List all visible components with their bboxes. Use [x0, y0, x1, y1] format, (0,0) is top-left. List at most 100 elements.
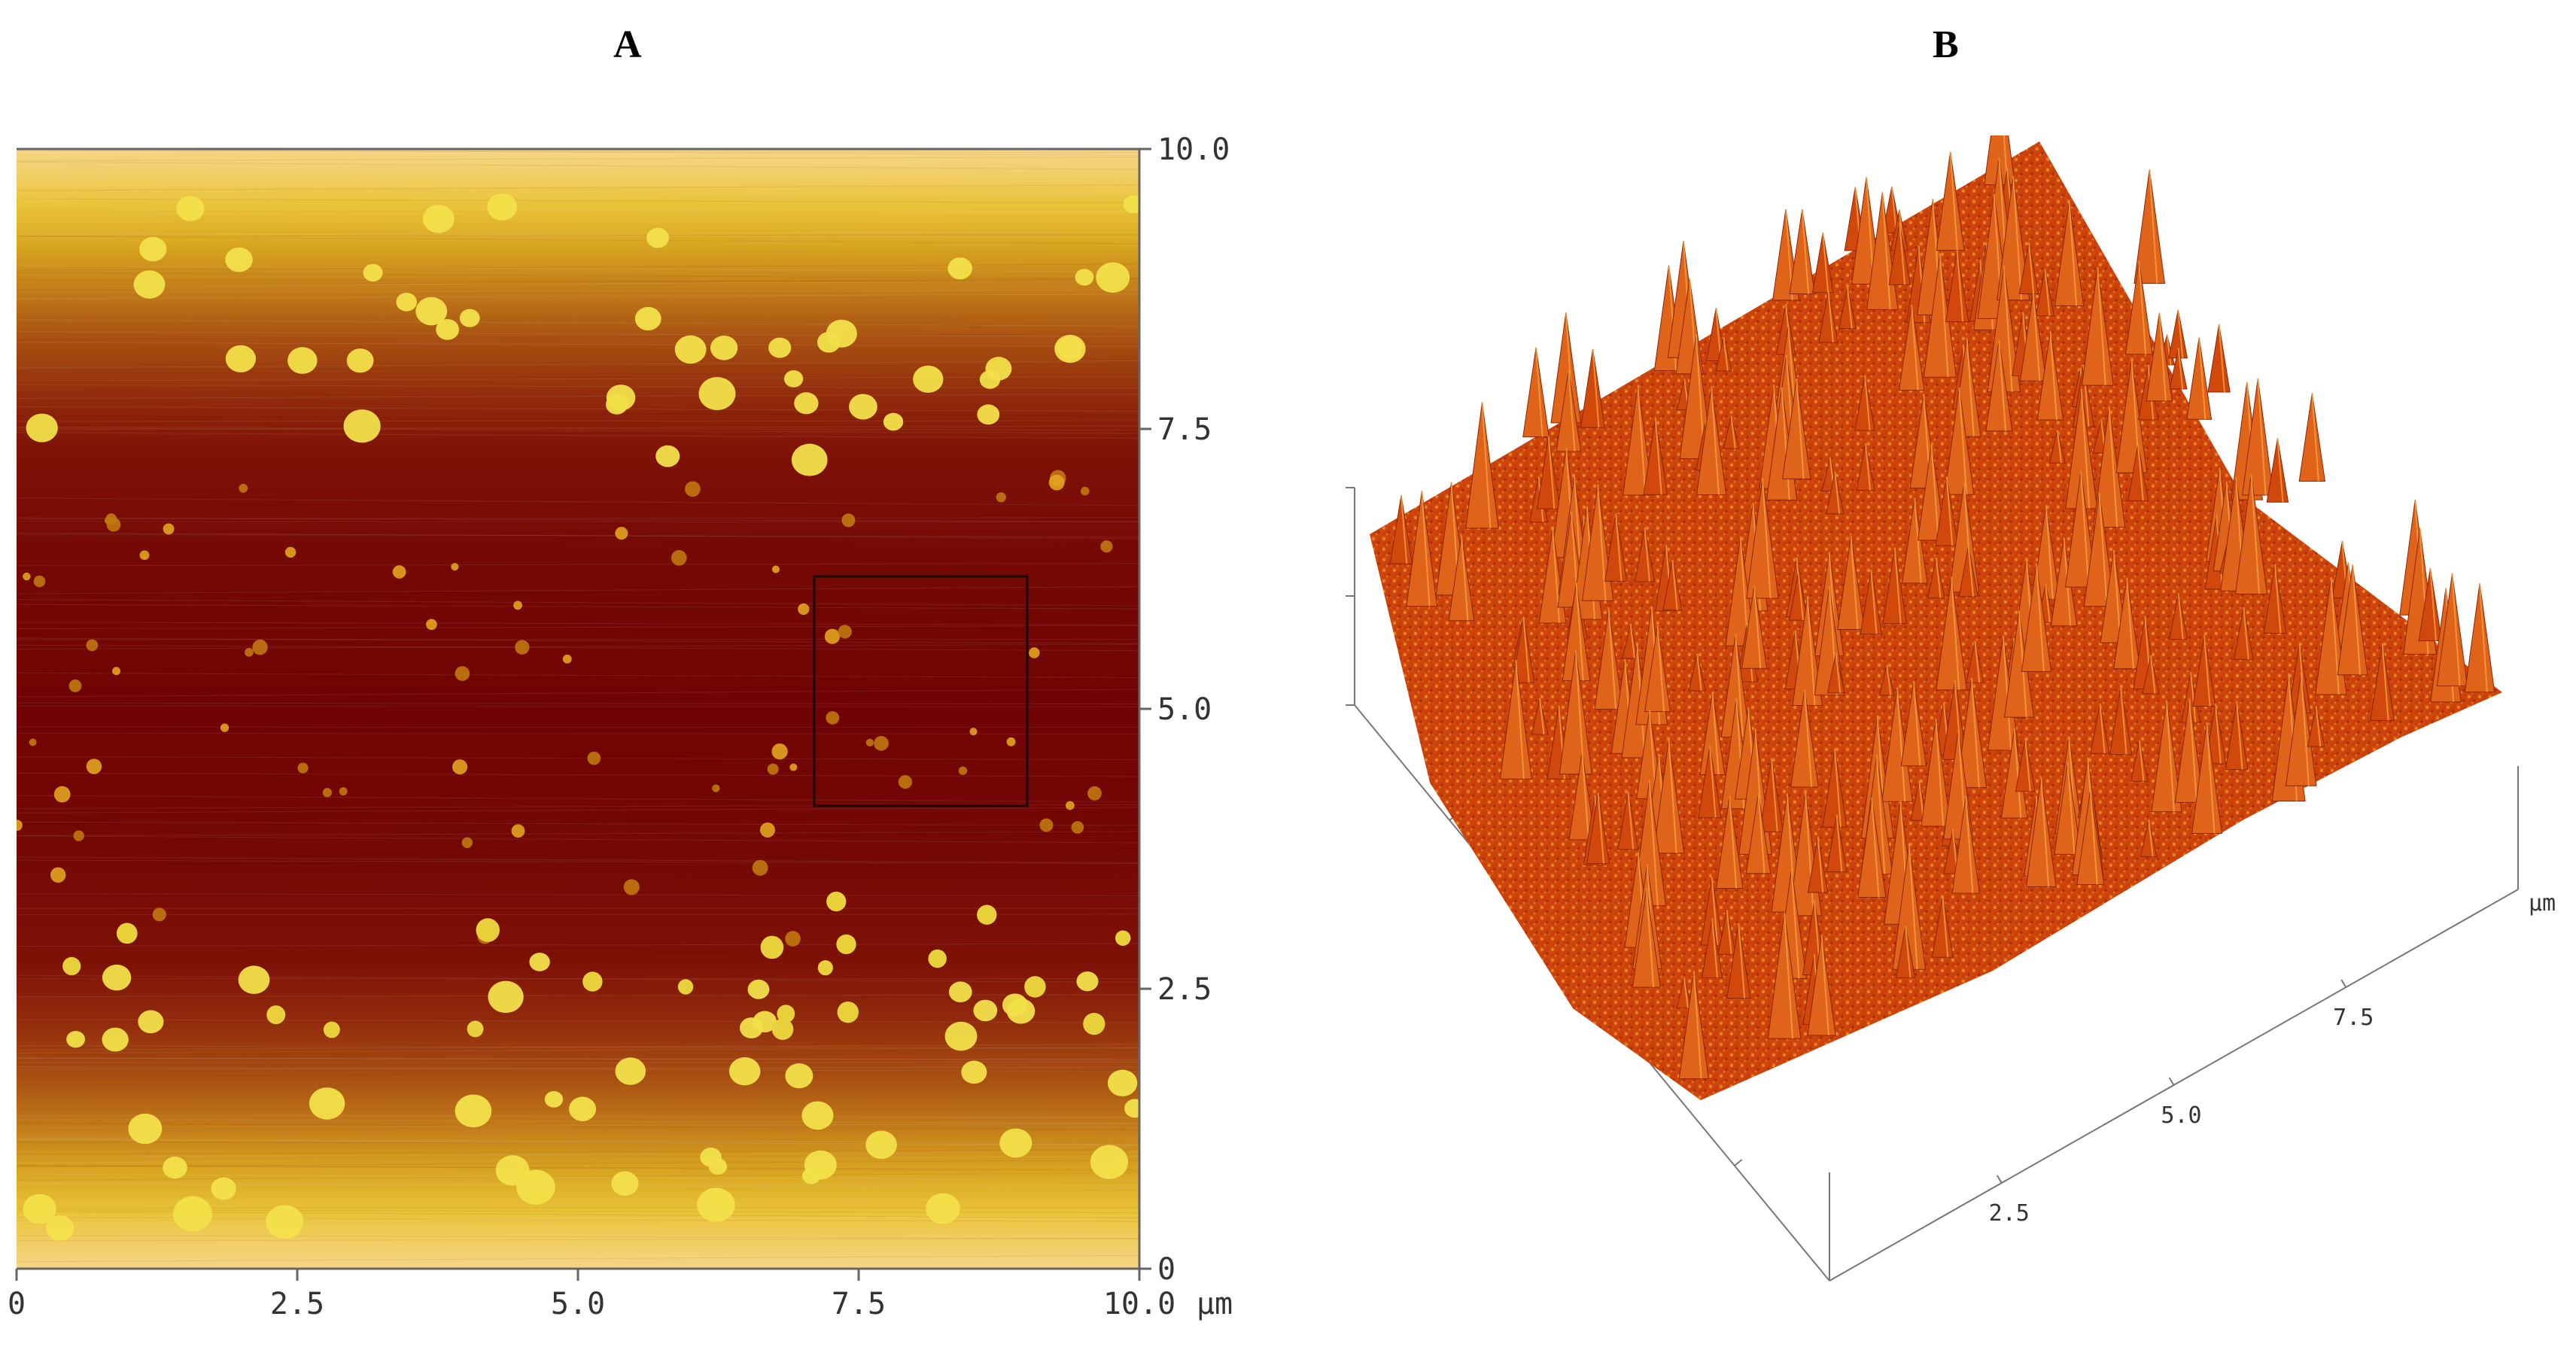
- particle: [339, 787, 348, 796]
- spike-highlight: [1656, 625, 1665, 712]
- particle: [606, 394, 628, 415]
- spike-highlight: [1400, 495, 1408, 564]
- particle: [102, 964, 132, 991]
- particle: [1096, 262, 1130, 293]
- y-tick-label: 2.5: [1157, 972, 1212, 1007]
- spike-highlight: [2198, 337, 2206, 420]
- spike-highlight: [1644, 527, 1650, 582]
- particle: [46, 1215, 75, 1241]
- spike-highlight: [2429, 568, 2437, 641]
- spike-highlight: [2080, 470, 2090, 588]
- surface-spike: [1792, 596, 1823, 706]
- surface-spike: [2418, 568, 2443, 642]
- spike-highlight: [2097, 266, 2106, 386]
- particle: [220, 723, 230, 732]
- particle: [495, 1155, 530, 1186]
- surface-spike: [2036, 330, 2064, 421]
- surface-spike: [1956, 677, 1988, 789]
- surface-spike: [2225, 701, 2249, 771]
- spike-highlight: [1781, 388, 1790, 500]
- particle: [50, 867, 66, 883]
- surface-spike: [1745, 793, 1772, 874]
- particle: [947, 257, 972, 280]
- spike-highlight: [1629, 623, 1635, 659]
- spike-highlight: [2045, 584, 2051, 623]
- spike-highlight: [1951, 576, 1960, 690]
- surface-spike: [1701, 918, 1723, 979]
- particle: [1054, 334, 1086, 363]
- spike-highlight: [1890, 186, 1897, 233]
- spike-highlight: [1847, 287, 1853, 329]
- surface-spike: [1826, 471, 1845, 515]
- surface-spike: [1586, 792, 1610, 865]
- x-unit-label: μm: [1197, 1287, 1233, 1321]
- particle: [698, 377, 736, 411]
- surface-spike: [1580, 348, 1606, 428]
- surface-spike: [1958, 546, 1978, 597]
- surface-spike: [2109, 686, 2133, 756]
- spike-highlight: [1771, 758, 1778, 832]
- spike-highlight: [2150, 655, 2156, 695]
- particle: [874, 735, 889, 751]
- particle: [1087, 786, 1102, 801]
- particle: [245, 648, 254, 657]
- particle: [785, 931, 801, 947]
- surface-spike: [1716, 795, 1744, 889]
- surface-spike: [2025, 777, 2057, 887]
- surface-spike: [1678, 971, 1709, 1079]
- particle: [771, 743, 788, 760]
- spike-highlight: [1850, 536, 1859, 630]
- spike-highlight: [1539, 698, 1545, 735]
- spike-highlight: [1820, 935, 1829, 1035]
- spike-highlight: [1711, 692, 1720, 775]
- particle: [700, 1147, 722, 1167]
- spike-highlight: [1597, 484, 1607, 601]
- particle: [476, 918, 500, 942]
- particle: [513, 600, 522, 610]
- surface-spike: [1582, 484, 1614, 601]
- spike-highlight: [1515, 659, 1525, 780]
- spike-highlight: [1654, 417, 1662, 495]
- surface-spike: [1622, 623, 1639, 659]
- particle: [767, 763, 779, 775]
- particle: [948, 981, 972, 1003]
- surface-spike: [2298, 393, 2326, 482]
- spike-highlight: [1974, 640, 1981, 683]
- spike-highlight: [1481, 402, 1492, 528]
- particle: [62, 956, 81, 976]
- particle: [346, 348, 374, 373]
- particle: [837, 1001, 859, 1023]
- particle: [999, 1128, 1033, 1158]
- particle: [760, 935, 784, 959]
- spike-highlight: [1930, 443, 1939, 540]
- particle: [685, 481, 701, 497]
- particle: [836, 934, 856, 955]
- spike-highlight: [2177, 309, 2184, 359]
- spike-highlight: [1645, 888, 1655, 988]
- particle: [958, 766, 968, 775]
- particle: [163, 1157, 187, 1179]
- surface-spike: [2020, 292, 2047, 382]
- particle: [826, 891, 847, 912]
- spike-highlight: [1893, 547, 1902, 624]
- particle: [791, 443, 828, 476]
- particle: [23, 1193, 56, 1224]
- surface-spike: [1818, 290, 1838, 343]
- particle: [225, 247, 253, 272]
- spike-highlight: [2036, 563, 2045, 672]
- particle: [105, 513, 117, 525]
- particle: [266, 1005, 286, 1025]
- surface-spike: [1882, 186, 1902, 234]
- spike-highlight: [1806, 596, 1816, 706]
- spike-highlight: [1908, 843, 1918, 970]
- spike-highlight: [2250, 474, 2260, 594]
- particle: [461, 837, 473, 848]
- particle: [112, 667, 121, 676]
- surface-spike: [1860, 570, 1883, 635]
- surface-spike: [1789, 209, 1816, 295]
- surface-spike: [2083, 493, 2115, 607]
- spike-highlight: [1912, 681, 1921, 766]
- spike-highlight: [2381, 643, 2389, 721]
- surface-spike: [1643, 417, 1668, 495]
